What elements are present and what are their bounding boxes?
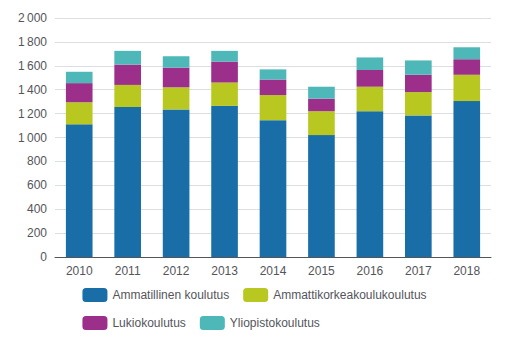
svg-text:600: 600 [27, 178, 47, 192]
svg-text:2017: 2017 [405, 264, 432, 278]
svg-text:Ammattikorkeakoulukoulutus: Ammattikorkeakoulukoulutus [273, 288, 426, 302]
svg-text:2012: 2012 [163, 264, 190, 278]
svg-text:2014: 2014 [260, 264, 287, 278]
svg-text:2016: 2016 [357, 264, 384, 278]
svg-text:1 000: 1 000 [18, 131, 47, 145]
svg-text:Lukiokoulutus: Lukiokoulutus [112, 316, 185, 330]
svg-text:2013: 2013 [211, 264, 238, 278]
svg-text:2018: 2018 [453, 264, 480, 278]
svg-text:0: 0 [40, 250, 47, 264]
svg-text:2010: 2010 [66, 264, 93, 278]
svg-text:2011: 2011 [115, 264, 141, 278]
svg-text:2015: 2015 [308, 264, 335, 278]
svg-text:Ammatillinen koulutus: Ammatillinen koulutus [112, 288, 229, 302]
svg-text:1 200: 1 200 [18, 107, 47, 121]
svg-text:200: 200 [27, 226, 47, 240]
svg-text:1 800: 1 800 [18, 35, 47, 49]
svg-text:Yliopistokoulutus: Yliopistokoulutus [230, 316, 320, 330]
svg-text:2 000: 2 000 [18, 11, 47, 25]
svg-text:1 600: 1 600 [18, 59, 47, 73]
svg-text:1 400: 1 400 [18, 83, 47, 97]
svg-text:800: 800 [27, 154, 47, 168]
svg-text:400: 400 [27, 202, 47, 216]
